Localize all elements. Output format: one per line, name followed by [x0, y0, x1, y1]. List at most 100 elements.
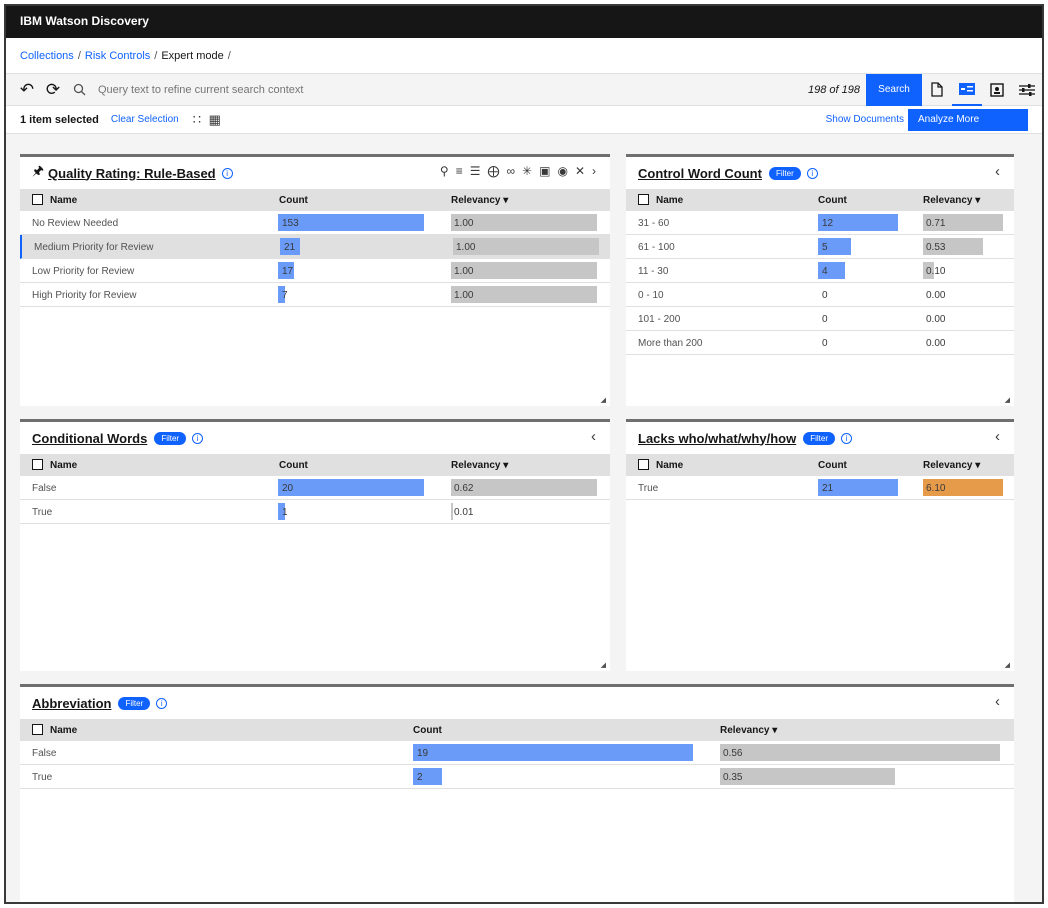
chevron-right-icon[interactable]: › [592, 164, 596, 178]
col-count[interactable]: Count [818, 195, 847, 206]
undo-icon[interactable]: ↶ [19, 79, 35, 99]
analyze-more-button[interactable]: Analyze More [908, 108, 1028, 131]
document-icon[interactable] [922, 74, 952, 106]
chevron-left-icon[interactable]: ‹ [995, 163, 1000, 180]
relevancy-value: 6.10 [926, 483, 946, 494]
table-row[interactable]: False 20 0.62 [20, 476, 610, 500]
checklist-icon[interactable]: ☰ [469, 164, 481, 178]
table-row[interactable]: Medium Priority for Review 21 1.00 [20, 235, 610, 259]
info-icon[interactable]: i [192, 432, 204, 444]
col-count[interactable]: Count [818, 460, 847, 471]
col-relevancy[interactable]: Relevancy ▾ [923, 460, 981, 471]
network-icon[interactable]: ✳ [522, 164, 533, 178]
table-row[interactable]: 61 - 100 5 0.53 [626, 235, 1014, 259]
filter-tag[interactable]: Filter [118, 696, 151, 710]
breadcrumb-collections[interactable]: Collections [20, 50, 74, 62]
table-row[interactable]: True 21 6.10 [626, 476, 1014, 500]
info-icon[interactable]: i [221, 167, 233, 179]
filter-tag[interactable]: Filter [154, 431, 187, 445]
card-title[interactable]: Conditional Words [32, 430, 148, 446]
card-title[interactable]: Abbreviation [32, 695, 112, 711]
relevancy-bar [923, 479, 1003, 496]
window-icon[interactable]: ▣ [539, 164, 551, 178]
select-all-checkbox[interactable] [638, 194, 649, 205]
select-all-checkbox[interactable] [32, 459, 43, 470]
chevron-left-icon[interactable]: ‹ [995, 693, 1000, 710]
relevancy-value: 1.00 [454, 290, 474, 301]
col-relevancy[interactable]: Relevancy ▾ [923, 195, 981, 206]
camera-icon[interactable]: ◉ [557, 164, 568, 178]
col-name[interactable]: Name [656, 460, 684, 471]
close-icon[interactable]: ✕ [574, 164, 585, 178]
history-icon[interactable]: ⟳ [45, 79, 61, 99]
table-row[interactable]: 101 - 200 0 0.00 [626, 307, 1014, 331]
col-relevancy[interactable]: Relevancy ▾ [720, 725, 778, 736]
col-relevancy[interactable]: Relevancy ▾ [451, 195, 509, 206]
link-icon[interactable]: ∞ [506, 164, 516, 178]
search-icon [66, 74, 92, 106]
col-name[interactable]: Name [656, 195, 684, 206]
filter-tag[interactable]: Filter [768, 166, 801, 180]
row-name: 31 - 60 [638, 218, 670, 229]
table-row[interactable]: Low Priority for Review 17 1.00 [20, 259, 610, 283]
chevron-left-icon[interactable]: ‹ [591, 428, 596, 445]
col-count[interactable]: Count [279, 460, 308, 471]
relevancy-bar [453, 238, 599, 255]
col-relevancy[interactable]: Relevancy ▾ [451, 460, 509, 471]
show-documents-link[interactable]: Show Documents [825, 114, 904, 125]
layout-grid-icon[interactable]: ∷ ▦ [192, 111, 223, 127]
table-row[interactable]: High Priority for Review 7 1.00 [20, 283, 610, 307]
breadcrumb-risk-controls[interactable]: Risk Controls [84, 50, 151, 62]
table-row[interactable]: No Review Needed 153 1.00 [20, 211, 610, 235]
breadcrumb-separator: / [154, 50, 158, 62]
count-value: 20 [282, 483, 294, 494]
table-row[interactable]: 31 - 60 12 0.71 [626, 211, 1014, 235]
pin-icon[interactable]: 🖈 [32, 163, 45, 178]
col-name[interactable]: Name [50, 195, 78, 206]
clear-selection-link[interactable]: Clear Selection [110, 114, 179, 125]
table-row[interactable]: True 2 0.35 [20, 765, 1014, 789]
sort-numeric-icon[interactable]: ≡ [455, 164, 463, 178]
card-title[interactable]: Quality Rating: Rule-Based [48, 165, 216, 181]
select-all-checkbox[interactable] [32, 724, 43, 735]
count-value: 0 [822, 314, 828, 325]
query-input[interactable] [92, 74, 808, 105]
breadcrumb-current: Expert mode [161, 50, 224, 62]
resize-handle[interactable]: ◢ [600, 397, 606, 404]
table-row[interactable]: False 19 0.56 [20, 741, 1014, 765]
count-bar [278, 262, 295, 279]
image-view-icon[interactable] [982, 74, 1012, 106]
table-row[interactable]: True 1 0.01 [20, 500, 610, 524]
table-header: Name Count Relevancy ▾ [20, 719, 1014, 741]
col-name[interactable]: Name [50, 460, 78, 471]
row-name: False [32, 748, 57, 759]
resize-handle[interactable]: ◢ [1004, 662, 1010, 669]
row-name: True [32, 772, 53, 783]
card-title[interactable]: Control Word Count [638, 165, 762, 181]
info-icon[interactable]: i [806, 167, 818, 179]
search-button[interactable]: Search [866, 73, 922, 106]
col-count[interactable]: Count [413, 725, 442, 736]
relevancy-value: 0.62 [454, 483, 474, 494]
chevron-left-icon[interactable]: ‹ [995, 428, 1000, 445]
search-icon[interactable]: ⚲ [439, 164, 449, 178]
list-view-icon[interactable] [952, 74, 982, 106]
col-count[interactable]: Count [279, 195, 308, 206]
pin-icon[interactable]: ⨁ [487, 164, 500, 178]
select-all-checkbox[interactable] [638, 459, 649, 470]
card-title-row: Abbreviation Filter i [20, 687, 1014, 719]
info-icon[interactable]: i [840, 432, 852, 444]
card-title[interactable]: Lacks who/what/why/how [638, 430, 797, 446]
resize-handle[interactable]: ◢ [1004, 397, 1010, 404]
table-row[interactable]: 0 - 10 0 0.00 [626, 283, 1014, 307]
table-row[interactable]: More than 200 0 0.00 [626, 331, 1014, 355]
relevancy-value: 0.35 [723, 772, 743, 783]
row-name: 11 - 30 [638, 266, 669, 277]
table-row[interactable]: 11 - 30 4 0.10 [626, 259, 1014, 283]
select-all-checkbox[interactable] [32, 194, 43, 205]
info-icon[interactable]: i [156, 697, 168, 709]
resize-handle[interactable]: ◢ [600, 662, 606, 669]
col-name[interactable]: Name [50, 725, 78, 736]
filter-tag[interactable]: Filter [803, 431, 835, 445]
settings-sliders-icon[interactable] [1012, 74, 1042, 106]
